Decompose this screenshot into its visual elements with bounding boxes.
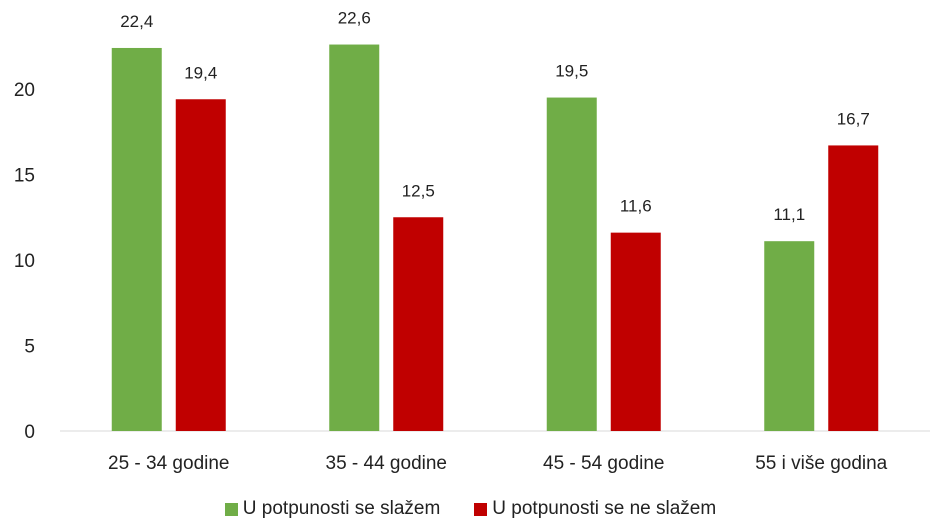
bar-series-2 [393, 217, 444, 431]
bar-series-2 [175, 99, 226, 431]
bar-series-2 [610, 232, 661, 431]
data-label-series-1: 22,6 [338, 9, 371, 28]
bar-labels: 22,4 19,4 22,6 12,5 19,5 11,6 11,1 16,7 [120, 9, 870, 225]
bars [111, 44, 879, 432]
bar-series-2 [828, 145, 879, 431]
legend-item-series-1: U potpunosti se slažem [224, 498, 441, 520]
data-label-series-2: 12,5 [402, 181, 435, 200]
y-tick-label: 15 [14, 166, 35, 187]
data-label-series-1: 22,4 [120, 12, 153, 31]
legend: U potpunosti se slažem U potpunosti se n… [0, 498, 941, 520]
bar-series-1 [764, 241, 815, 431]
y-tick-label: 5 [24, 337, 35, 358]
x-tick-label: 55 i više godina [755, 453, 887, 474]
y-tick-label: 20 [14, 80, 35, 101]
bar-series-1 [546, 97, 597, 432]
legend-label-series-1: U potpunosti se slažem [242, 498, 441, 519]
x-tick-label: 45 - 54 godine [543, 453, 665, 474]
x-axis: 25 - 34 godine 35 - 44 godine 45 - 54 godi… [108, 453, 888, 474]
data-label-series-2: 11,6 [620, 197, 652, 216]
y-axis: 0 5 10 15 20 [14, 80, 35, 443]
y-tick-label: 0 [24, 422, 35, 443]
data-label-series-2: 16,7 [837, 109, 870, 128]
x-tick-label: 25 - 34 godine [108, 453, 230, 474]
data-label-series-2: 19,4 [184, 63, 217, 82]
data-label-series-1: 19,5 [555, 62, 588, 81]
data-label-series-1: 11,1 [773, 205, 805, 224]
legend-label-series-2: U potpunosti se ne slažem [492, 498, 717, 519]
bar-series-1 [329, 44, 380, 431]
bar-chart-svg: 0 5 10 15 20 22,4 19,4 22,6 12,5 19,5 11,6 11,1 16,… [14, 9, 930, 474]
legend-swatch-series-1 [224, 502, 238, 516]
y-tick-label: 10 [14, 251, 35, 272]
bar-series-1 [111, 47, 162, 432]
legend-swatch-series-2 [474, 502, 488, 516]
legend-item-series-2: U potpunosti se ne slažem [474, 498, 716, 520]
x-tick-label: 35 - 44 godine [326, 453, 448, 474]
